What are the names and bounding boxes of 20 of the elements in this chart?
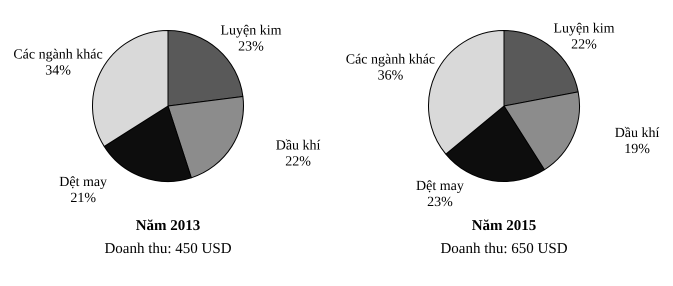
data-label: 23% <box>427 195 454 210</box>
data-label: 22% <box>571 38 598 53</box>
text: Năm 2013 <box>136 218 200 235</box>
data-label: 21% <box>70 190 96 206</box>
data-label: 34% <box>45 64 72 79</box>
slice-label: Dệt may <box>416 179 464 194</box>
data-label: 22% <box>285 154 312 170</box>
slice-label: Dầu khí <box>614 126 660 142</box>
slice-label: Luyện kim <box>553 22 615 37</box>
data-label: 36% <box>378 68 404 84</box>
slice-label: Dầu khí <box>276 138 321 154</box>
text: Doanh thu: 650 USD <box>440 241 568 258</box>
slice-label: Các ngành khác <box>346 52 436 68</box>
text: Năm 2015 <box>472 218 536 235</box>
slice-label: Dệt may <box>59 174 108 190</box>
slice-label: Luyện kim <box>220 24 282 39</box>
data-label: 23% <box>238 40 264 55</box>
slice-label: Các ngành khác <box>13 48 103 63</box>
text: Doanh thu: 450 USD <box>104 241 232 258</box>
data-label: 19% <box>624 142 650 158</box>
